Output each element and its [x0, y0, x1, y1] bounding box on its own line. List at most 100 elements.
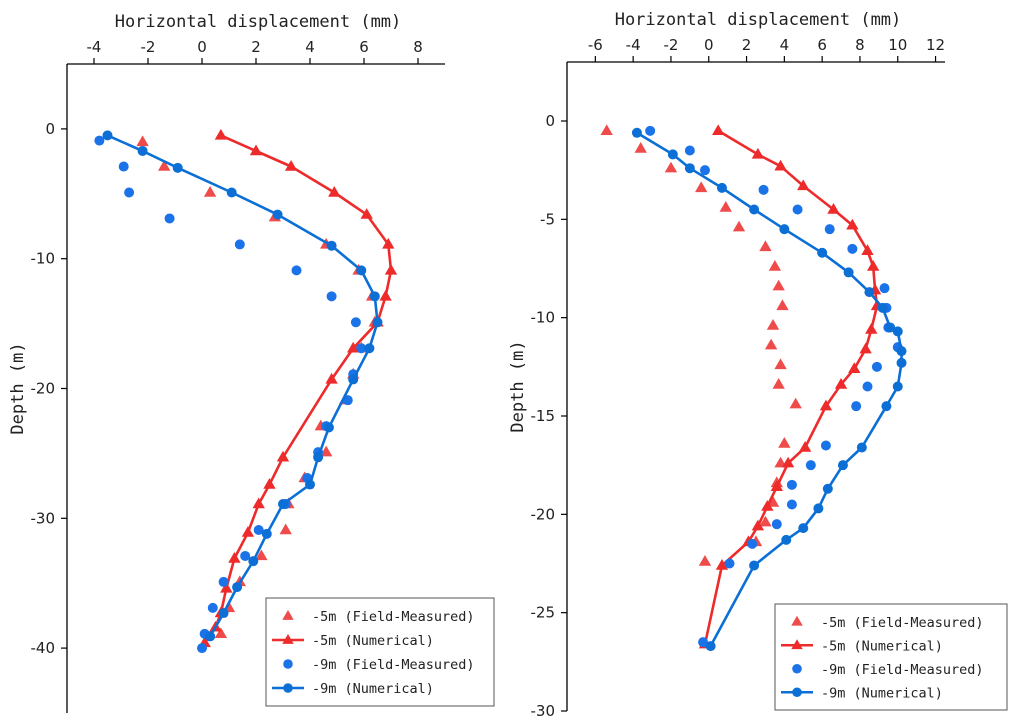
x-tick-label: 8 — [855, 36, 865, 54]
data-point — [356, 343, 367, 354]
data-point — [864, 287, 875, 298]
data-point — [218, 608, 229, 619]
data-point — [252, 497, 265, 509]
data-point — [158, 160, 171, 171]
data-point — [861, 244, 874, 256]
data-point — [820, 440, 831, 451]
data-point — [867, 260, 880, 271]
legend-entry: -9m (Numerical) — [312, 681, 434, 697]
data-point — [819, 399, 833, 411]
legend-marker — [792, 663, 802, 674]
data-point — [384, 263, 398, 275]
data-point — [124, 187, 135, 198]
data-point — [136, 135, 149, 147]
data-point — [279, 523, 292, 535]
legend-marker — [283, 683, 293, 693]
data-point — [862, 381, 873, 392]
x-tick-label: 12 — [926, 36, 945, 54]
legend-entry: -9m (Field-Measured) — [312, 657, 475, 673]
y-tick-label: 0 — [45, 120, 55, 138]
data-point — [837, 460, 848, 471]
data-point — [772, 279, 785, 291]
data-point — [774, 358, 787, 370]
series-1 — [136, 135, 381, 639]
data-point — [778, 437, 791, 448]
y-axis-title: Depth (m) — [508, 340, 528, 432]
data-point — [776, 299, 789, 311]
data-point — [848, 362, 861, 374]
legend-marker — [282, 634, 294, 644]
data-point — [348, 374, 359, 385]
data-point — [827, 203, 840, 214]
data-point — [786, 499, 797, 510]
x-tick-label: 8 — [413, 38, 423, 56]
data-point — [749, 204, 760, 215]
data-point — [792, 204, 803, 215]
data-point — [305, 479, 315, 490]
data-point — [781, 456, 795, 468]
data-point — [360, 208, 373, 219]
x-tick-label: 0 — [197, 38, 207, 56]
data-point — [214, 627, 228, 639]
y-tick-label: -15 — [531, 407, 556, 425]
data-point — [789, 397, 802, 409]
data-point — [885, 322, 896, 333]
data-point — [164, 213, 175, 224]
legend-entry: -5m (Numerical) — [821, 638, 943, 654]
series-4 — [631, 127, 907, 652]
data-point — [226, 187, 237, 198]
data-point — [323, 422, 334, 433]
series-line — [106, 134, 379, 638]
legend: -5m (Field-Measured) -5m (Numerical) -9m (… — [774, 603, 1008, 711]
data-point — [325, 372, 338, 384]
data-point — [255, 549, 268, 561]
data-point — [645, 125, 656, 136]
y-tick-label: -20 — [531, 505, 556, 523]
data-point — [313, 452, 324, 463]
data-point — [634, 142, 647, 153]
data-point — [774, 159, 787, 171]
data-point — [879, 283, 890, 294]
data-point — [220, 581, 233, 593]
data-point — [892, 326, 903, 337]
data-point — [326, 240, 337, 251]
legend-marker — [791, 639, 803, 650]
data-point — [291, 265, 302, 276]
x-tick-label: 0 — [704, 36, 714, 54]
data-point — [805, 460, 816, 471]
data-point — [372, 317, 383, 328]
y-tick-label: -10 — [531, 309, 556, 327]
series-line — [203, 134, 393, 644]
x-tick-label: -4 — [626, 36, 641, 54]
data-point — [261, 528, 272, 539]
data-point — [350, 317, 361, 328]
data-point — [846, 218, 859, 230]
data-point — [798, 440, 812, 452]
data-point — [379, 289, 392, 301]
legend-entry: -9m (Numerical) — [821, 685, 943, 701]
data-point — [771, 519, 782, 530]
data-point — [758, 184, 769, 195]
data-point — [240, 550, 251, 561]
data-point — [851, 401, 862, 412]
data-point — [356, 265, 367, 276]
data-point — [772, 378, 785, 389]
data-point — [364, 343, 375, 354]
data-point — [253, 524, 264, 535]
data-point — [205, 631, 216, 642]
chart-panel-2: -6 -4 -2 0 2 4 6 8 10 120-5-10-15-20-25-30Horizon… — [508, 10, 1008, 720]
legend-entry: -5m (Field-Measured) — [312, 609, 475, 625]
legend-entry: -5m (Numerical) — [312, 633, 434, 649]
series-4 — [102, 130, 383, 642]
x-tick-label: -6 — [588, 36, 603, 54]
data-point — [892, 381, 903, 392]
data-point — [232, 582, 243, 593]
data-point — [218, 576, 229, 587]
legend-marker — [792, 687, 802, 698]
data-point — [764, 338, 778, 350]
y-tick-label: -30 — [531, 702, 556, 720]
data-point — [798, 523, 809, 534]
data-point — [834, 378, 848, 389]
data-point — [102, 130, 113, 141]
